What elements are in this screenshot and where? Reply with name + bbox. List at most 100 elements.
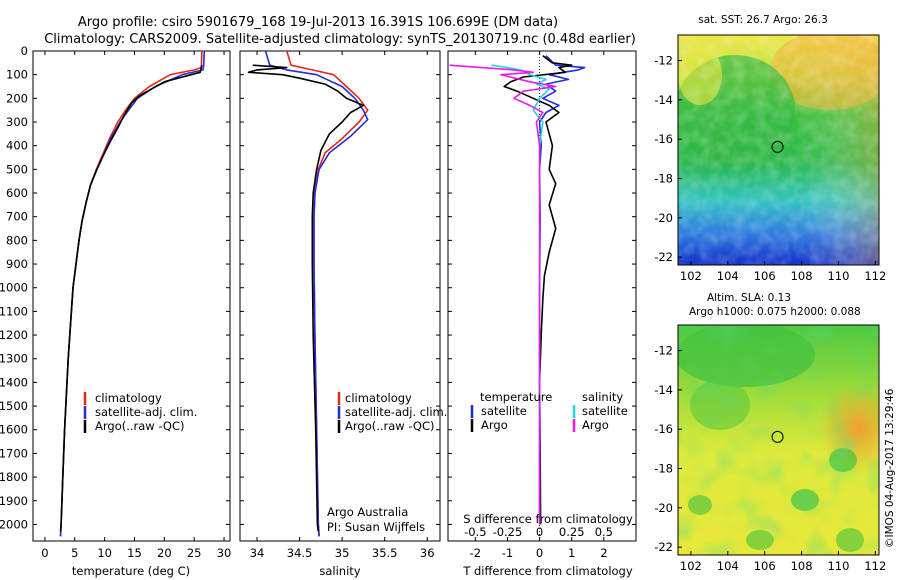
salinity-plot-frame [239,50,441,542]
map-x-tick-label: 106 [754,269,776,283]
map-y-tick-label: -14 [654,93,673,107]
temperature-xlabel: temperature (deg C) [72,564,190,578]
map-x-tick-label: 110 [827,269,849,283]
top-x-tick-label: -0.5 [464,525,486,539]
legend-title-temperature: temperature [480,390,552,404]
x-tick-label: 5 [71,546,78,560]
x-tick-label: 0 [41,546,48,560]
y-tick-label: 1200 [0,328,28,342]
y-tick-label: 1500 [0,399,28,413]
map-x-tick-label: 108 [791,559,813,573]
sst-map-title: sat. SST: 26.7 Argo: 26.3 [698,14,828,26]
map-x-tick-label: 104 [717,269,739,283]
y-tick-label: 2000 [0,517,28,531]
x-tick-label: 34 [250,546,265,560]
legend-label-t-argo: Argo [481,418,508,432]
map-x-tick-label: 112 [864,559,886,573]
legend-label-climatology: climatology [345,391,412,405]
temperature-series [59,51,206,537]
y-tick-label: 300 [6,115,28,129]
series-line-s-argo [449,64,557,525]
legend-label-satellite: satellite-adj. clim. [345,405,447,419]
legend-label-argo: Argo(..raw -QC) [345,419,435,433]
map-x-tick-label: 112 [864,269,886,283]
y-tick-label: 1400 [0,375,28,389]
y-tick-label: 1800 [0,470,28,484]
imos-timestamp: ©IMOS 04-Aug-2017 13:29:46 [884,388,896,548]
sla-argo-marker [771,430,784,443]
y-tick-label: 500 [6,162,28,176]
y-tick-label: 1300 [0,352,28,366]
legend-label-argo: Argo(..raw -QC) [95,419,185,433]
map-y-tick-label: -22 [654,250,673,264]
legend-label-t-satellite: satellite [481,404,527,418]
sst-map-axes: 102 104 106 108 110 112 -12 -14 -16 -18 -20 -22 [654,54,886,283]
title-line-1: Argo profile: csiro 5901679_168 19-Jul-2… [78,15,558,30]
x-tick-label: 20 [157,546,172,560]
map-x-tick-label: 106 [754,559,776,573]
map-x-tick-label: 102 [680,559,702,573]
y-tick-label: 1000 [0,281,28,295]
map-y-tick-label: -16 [654,422,673,436]
salinity-xlabel: salinity [319,564,360,578]
top-x-tick-label: -0.25 [493,525,523,539]
x-tick-label: 10 [97,546,112,560]
map-y-tick-label: -12 [654,344,673,358]
x-tick-label: -1 [502,546,513,560]
map-y-tick-label: -16 [654,132,673,146]
y-tick-label: 900 [6,257,28,271]
difference-axes: -2 -1 0 1 2-0.5 -0.25 0 0.25 0.5 [448,50,636,560]
salinity-legend: climatology satellite-adj. clim. Argo(..… [337,391,447,433]
difference-xlabel: T difference from climatology [462,564,633,578]
x-tick-label: 30 [217,546,232,560]
map-x-tick-label: 110 [827,559,849,573]
sst-map-frame [677,34,880,266]
x-tick-label: 15 [127,546,142,560]
difference-top-xlabel: S difference from climatology [463,512,633,526]
legend-title-salinity: salinity [582,390,623,404]
top-x-tick-label: 0.5 [595,525,613,539]
sla-map-title-1: Altim. SLA: 0.13 [707,292,791,304]
x-tick-label: 2 [600,546,607,560]
series-line-t-argo [503,55,573,525]
difference-series [449,55,586,525]
map-x-tick-label: 108 [791,269,813,283]
sla-map-title-2: Argo h1000: 0.075 h2000: 0.088 [689,306,861,318]
credit-line-1: Argo Australia [327,505,408,519]
x-tick-label: -2 [470,546,481,560]
map-x-tick-label: 104 [717,559,739,573]
x-tick-label: 0 [536,546,543,560]
map-x-tick-label: 102 [680,269,702,283]
y-tick-label: 100 [6,68,28,82]
y-tick-label: 800 [6,233,28,247]
sst-map-field [678,35,879,265]
sla-map-axes: 102 104 106 108 110 112 -12 -14 -16 -18 -20 -22 [654,344,886,573]
sla-map-frame [677,324,880,556]
map-y-tick-label: -20 [654,501,673,515]
temperature-axes: 0 5 10 15 20 25 300100200300400500600700800900… [0,44,231,560]
top-x-tick-label: 0.25 [559,525,585,539]
temperature-legend: climatology satellite-adj. clim. Argo(..… [83,391,197,433]
x-tick-label: 36 [420,546,435,560]
y-tick-label: 1600 [0,423,28,437]
y-tick-label: 400 [6,139,28,153]
y-tick-label: 200 [6,91,28,105]
legend-label-s-argo: Argo [582,418,609,432]
y-tick-label: 1700 [0,446,28,460]
salinity-series [247,51,369,537]
sst-mottle [678,35,879,265]
map-y-tick-label: -18 [654,462,673,476]
map-y-tick-label: -22 [654,540,673,554]
x-tick-label: 1 [568,546,575,560]
x-tick-label: 34.5 [287,546,313,560]
legend-label-s-satellite: satellite [582,404,628,418]
x-tick-label: 35.5 [372,546,398,560]
difference-legend: temperature salinity satellite Argo sate… [470,390,628,432]
sst-argo-marker [771,140,784,153]
legend-label-satellite: satellite-adj. clim. [95,405,197,419]
y-tick-label: 0 [21,44,28,58]
x-tick-label: 35 [335,546,350,560]
legend-label-climatology: climatology [95,391,162,405]
y-tick-label: 700 [6,210,28,224]
